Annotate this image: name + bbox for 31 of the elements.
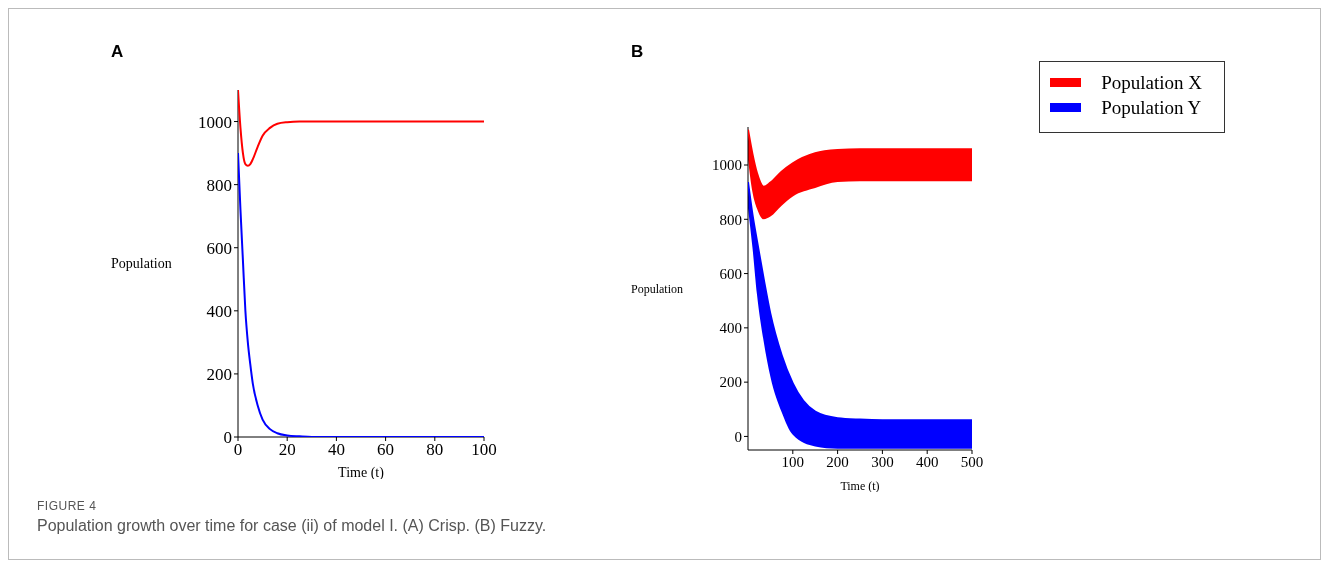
y-tick-label: 800 <box>206 175 232 195</box>
y-tick-label: 1000 <box>198 112 232 132</box>
chart-title: B <box>631 42 644 62</box>
legend-label: Population X <box>1101 71 1202 94</box>
x-tick-label: 40 <box>327 440 345 460</box>
y-tick-label: 400 <box>719 320 742 337</box>
x-tick-label: 500 <box>960 453 984 470</box>
x-axis-title: Time (t) <box>840 479 880 493</box>
caption: FIGURE 4 <box>37 499 98 513</box>
y-tick-label: 800 <box>719 211 742 228</box>
text: Population growth over time for case (ii) of model I. (A) Crisp. (B) Fuzzy. <box>37 517 547 535</box>
x-tick-label: 400 <box>915 453 939 470</box>
legend-label: Population Y <box>1101 96 1202 119</box>
y-tick-label: 1000 <box>712 157 742 174</box>
x-tick-label: 60 <box>377 440 395 460</box>
x-tick-label: 80 <box>426 440 444 460</box>
y-tick-label: 200 <box>206 364 232 384</box>
y-tick-label: 600 <box>719 265 742 282</box>
x-tick-label: 200 <box>826 453 849 470</box>
y-axis-title: Population <box>111 256 172 272</box>
chart-title: A <box>111 42 124 62</box>
x-tick-label: 100 <box>781 453 805 470</box>
y-tick-label: 600 <box>206 238 232 258</box>
y-tick-label: 400 <box>206 301 232 321</box>
x-tick-label: 300 <box>871 453 894 470</box>
y-tick-label: 0 <box>734 428 742 445</box>
line-series <box>238 90 484 167</box>
y-tick-label: 200 <box>719 374 742 391</box>
x-tick-label: 20 <box>278 440 296 460</box>
x-tick-label: 100 <box>471 440 497 460</box>
y-axis-title: Population <box>631 281 684 296</box>
